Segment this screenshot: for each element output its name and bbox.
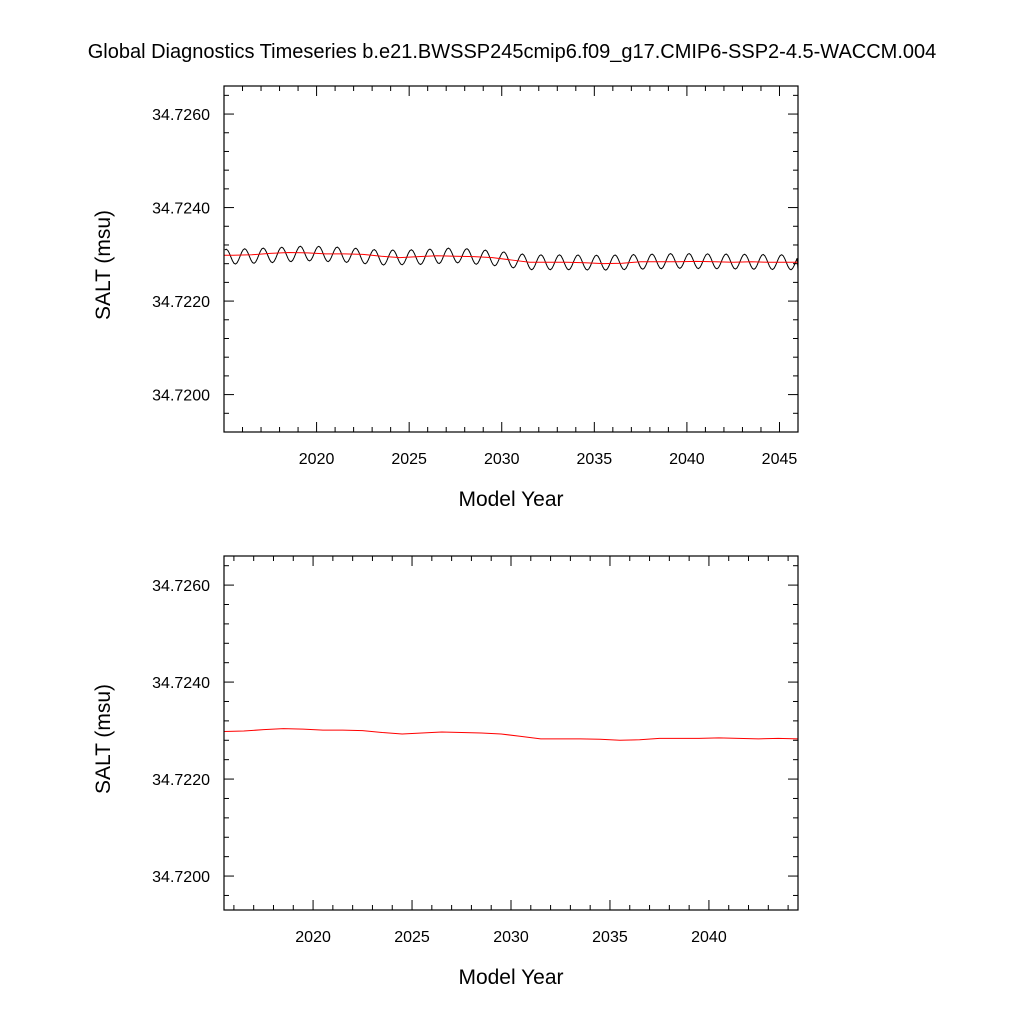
bottom-y-tick-label: 34.7240: [152, 675, 210, 692]
top-x-tick-label: 2025: [391, 451, 427, 468]
top-y-tick-label: 34.7240: [152, 201, 210, 218]
top-x-tick-label: 2045: [762, 451, 798, 468]
top-x-axis-title: Model Year: [458, 488, 563, 511]
bottom-y-tick-label: 34.7260: [152, 578, 210, 595]
top-y-tick-label: 34.7260: [152, 107, 210, 124]
top-x-tick-label: 2030: [484, 451, 520, 468]
top-y-tick-label: 34.7200: [152, 388, 210, 405]
top-series-layer: [224, 245, 798, 271]
top-y-tick-label: 34.7220: [152, 294, 210, 311]
top-panel: 2020 2025 2030 2035 2040 2045 34.7200 34.7220 34…: [92, 85, 799, 511]
top-plot-frame: [223, 85, 799, 433]
top-annual-mean-line: [224, 251, 798, 265]
top-y-axis-title: SALT (msu): [92, 210, 115, 320]
figure-title: Global Diagnostics Timeseries b.e21.BWSS…: [88, 41, 937, 63]
bottom-y-tick-label: 34.7200: [152, 869, 210, 886]
top-x-tick-label: 2035: [577, 451, 613, 468]
bottom-x-axis-title: Model Year: [458, 966, 563, 989]
bottom-y-tick-label: 34.7220: [152, 772, 210, 789]
bottom-x-tick-label: 2025: [394, 929, 430, 946]
bottom-x-tick-label: 2030: [493, 929, 529, 946]
bottom-x-tick-label: 2020: [295, 929, 331, 946]
bottom-annual-mean-line: [224, 728, 798, 741]
bottom-panel: 2020 2025 2030 2035 2040 34.7200 34.7220 34.724…: [92, 555, 799, 989]
bottom-x-tick-label: 2035: [592, 929, 628, 946]
bottom-series-layer: [224, 728, 798, 741]
top-monthly-line: [224, 245, 798, 271]
top-x-tick-label: 2020: [299, 451, 335, 468]
bottom-y-axis-title: SALT (msu): [92, 684, 115, 794]
bottom-x-tick-label: 2040: [691, 929, 727, 946]
top-x-tick-label: 2040: [669, 451, 705, 468]
